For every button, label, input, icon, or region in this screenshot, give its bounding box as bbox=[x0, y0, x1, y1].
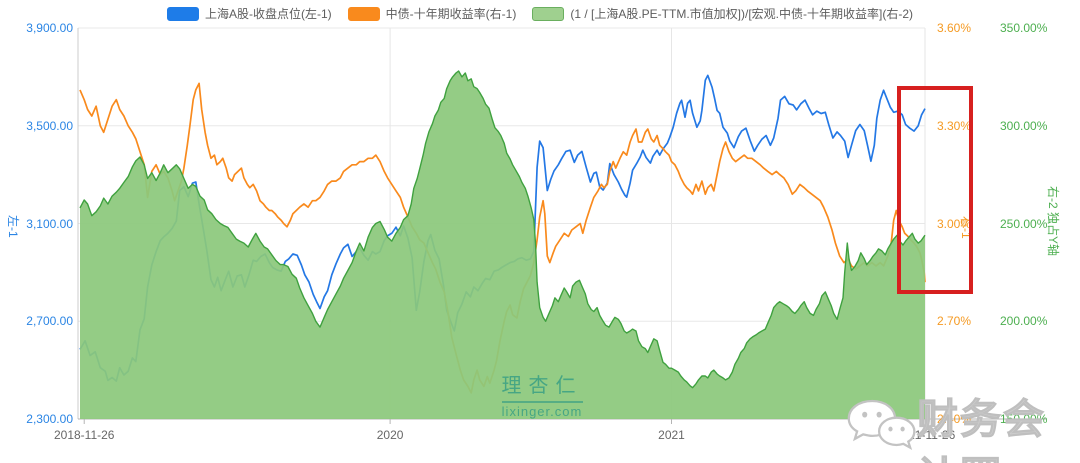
left-axis-tick: 2,300.00 bbox=[26, 412, 73, 426]
right1-axis-tick: 2.40% bbox=[937, 412, 972, 426]
right1-axis-tick: 3.00% bbox=[937, 216, 972, 231]
right2-axis-tick: 150.00% bbox=[1000, 412, 1048, 426]
left-axis-tick: 3,500.00 bbox=[26, 118, 73, 133]
legend-item-2[interactable]: (1 / [上海A股.PE-TTM.市值加权])/[宏观.中债-十年期收益率](… bbox=[532, 5, 913, 22]
wechat-account-logo: 财务会计圈 bbox=[845, 390, 1080, 463]
wechat-icon bbox=[847, 399, 916, 451]
watermark-url: lixinger.com bbox=[501, 404, 583, 419]
right2-axis-tick: 350.00% bbox=[1000, 21, 1048, 35]
right2-axis-tick: 200.00% bbox=[1000, 314, 1048, 329]
green-ratio-area bbox=[80, 71, 925, 419]
watermark-cn: 理杏仁 bbox=[501, 369, 583, 403]
x-axis-tick: 2018-11-26 bbox=[53, 428, 115, 442]
green-area-edge bbox=[79, 70, 926, 389]
wechat-account-name: 财务会计圈 bbox=[917, 396, 1047, 463]
left-axis-tick: 3,100.00 bbox=[26, 216, 73, 231]
right1-axis-tick: 3.30% bbox=[937, 118, 972, 133]
right1-axis-tick: 3.60% bbox=[937, 21, 972, 35]
legend: 上海A股-收盘点位(左-1) 中债-十年期收益率(右-1) (1 / [上海A股.P… bbox=[0, 5, 1080, 22]
highlight-rectangle bbox=[897, 86, 973, 294]
lixinger-watermark: 理杏仁 lixinger.com bbox=[487, 369, 597, 421]
legend-swatch-2 bbox=[532, 6, 565, 21]
legend-label-1: 中债-十年期收益率(右-1) bbox=[385, 7, 517, 21]
right2-axis-tick: 300.00% bbox=[1000, 118, 1048, 133]
legend-swatch-1 bbox=[347, 6, 380, 21]
x-axis-tick: 2020 bbox=[376, 428, 404, 442]
legend-item-0[interactable]: 上海A股-收盘点位(左-1) bbox=[166, 5, 332, 22]
right1-axis-tick: 2.70% bbox=[937, 314, 972, 329]
left-axis-title: 左-1 bbox=[6, 215, 20, 238]
right2-axis-tick: 250.00% bbox=[1000, 216, 1048, 231]
legend-item-1[interactable]: 中债-十年期收益率(右-1) bbox=[347, 5, 517, 22]
left-axis-tick: 3,900.00 bbox=[26, 21, 73, 35]
legend-label-0: 上海A股-收盘点位(左-1) bbox=[204, 7, 332, 21]
legend-label-2: (1 / [上海A股.PE-TTM.市值加权])/[宏观.中债-十年期收益率](… bbox=[570, 7, 913, 21]
legend-swatch-0 bbox=[166, 6, 199, 21]
right2-axis-title: 右-2 独占Y轴 bbox=[1046, 186, 1060, 257]
x-axis-tick: 2021 bbox=[658, 428, 685, 442]
left-axis-tick: 2,700.00 bbox=[26, 314, 73, 329]
